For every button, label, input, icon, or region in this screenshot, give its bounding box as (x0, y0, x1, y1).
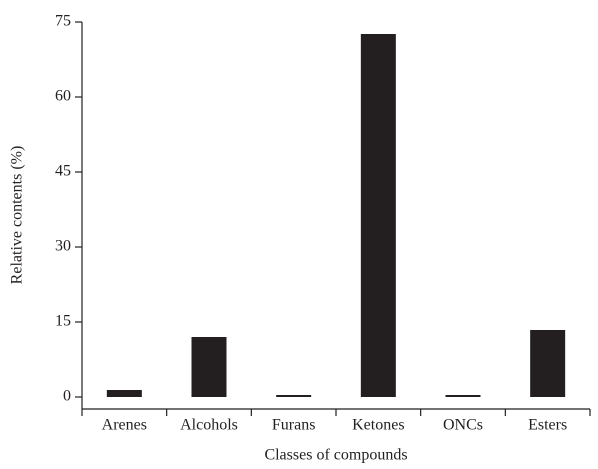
y-tick-label: 30 (55, 238, 71, 255)
x-axis-title: Classes of compounds (264, 447, 407, 464)
y-axis-title: Relative contents (%) (9, 146, 26, 285)
x-tick-label: Alcohols (180, 417, 238, 434)
bar (276, 395, 312, 397)
y-tick-label: 75 (55, 13, 71, 30)
x-tick-label: Arenes (102, 417, 147, 434)
bar (360, 34, 396, 397)
y-tick-label: 15 (55, 313, 71, 330)
bar (106, 390, 142, 397)
bar (530, 330, 566, 397)
bar (445, 395, 481, 397)
x-tick-label: ONCs (443, 417, 483, 434)
x-tick-label: Ketones (352, 417, 404, 434)
y-tick-label: 0 (63, 388, 71, 405)
y-tick-label: 60 (55, 88, 71, 105)
bar (191, 337, 227, 397)
x-tick-label: Furans (272, 417, 316, 434)
x-tick-label: Esters (528, 417, 567, 434)
y-tick-label: 45 (55, 163, 71, 180)
